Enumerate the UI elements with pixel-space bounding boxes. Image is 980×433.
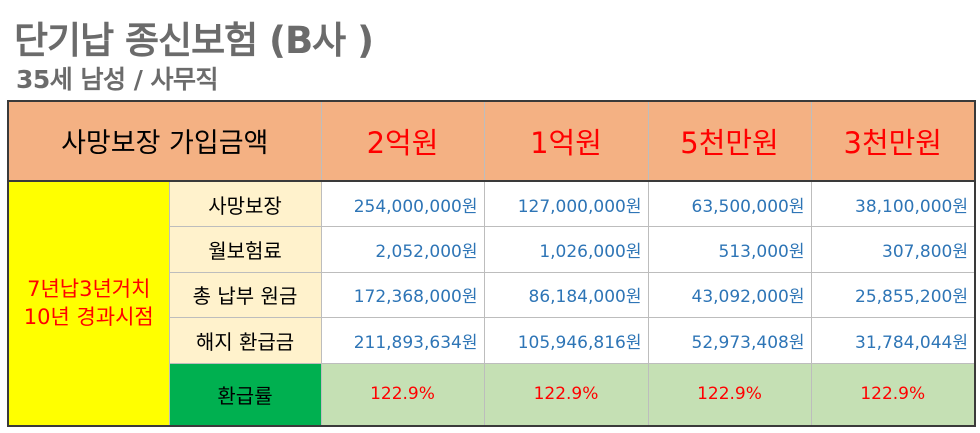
table-cell: 122.9% [483, 362, 649, 427]
table-cell: 1,026,000원 [483, 226, 649, 273]
table-cell: 122.9% [647, 362, 812, 427]
table-cell: 86,184,000원 [483, 271, 649, 319]
column-header-1eok: 1억원 [483, 100, 649, 182]
table-row-total-paid: 총 납부 원금 172,368,000원 86,184,000원 43,092,… [8, 271, 976, 319]
row-label: 환급률 [168, 362, 322, 427]
header-label: 사망보장 가입금액 [7, 100, 322, 182]
table-cell: 2,052,000원 [320, 226, 485, 273]
table-cell: 211,893,634원 [320, 317, 485, 364]
table-cell: 254,000,000원 [320, 180, 485, 228]
period-label: 7년납3년거치 10년 경과시점 [7, 180, 170, 427]
table-cell: 43,092,000원 [647, 271, 812, 319]
row-label: 월보험료 [168, 226, 322, 273]
table-cell: 127,000,000원 [483, 180, 649, 228]
table-row-death-benefit: 7년납3년거치 10년 경과시점 사망보장 254,000,000원 127,0… [7, 180, 976, 427]
page-subtitle: 35세 남성 / 사무직 [16, 65, 219, 94]
table-cell: 513,000원 [647, 226, 812, 273]
period-label-line1: 7년납3년거치 [27, 277, 151, 302]
table-cell: 25,855,200원 [810, 271, 976, 319]
page-title: 단기납 종신보험 (B사 ) [14, 19, 374, 62]
row-label: 사망보장 [168, 180, 322, 228]
column-header-5cheonman: 5천만원 [647, 100, 812, 182]
table-cell: 105,946,816원 [483, 317, 649, 364]
table-cell: 122.9% [810, 362, 976, 427]
table-cell: 172,368,000원 [320, 271, 485, 319]
row-label: 총 납부 원금 [168, 271, 322, 319]
table-cell: 52,973,408원 [647, 317, 812, 364]
table-cell: 63,500,000원 [647, 180, 812, 228]
table-cell: 307,800원 [810, 226, 976, 273]
column-header-2eok: 2억원 [320, 100, 485, 182]
table-row-surrender-value: 해지 환급금 211,893,634원 105,946,816원 52,973,… [8, 317, 976, 364]
table-row-monthly-premium: 월보험료 2,052,000원 1,026,000원 513,000원 307,… [8, 226, 976, 273]
column-header-3cheonman: 3천만원 [810, 100, 976, 182]
period-label-line2: 10년 경과시점 [23, 305, 154, 330]
table-cell: 38,100,000원 [810, 180, 976, 228]
table-cell: 31,784,044원 [810, 317, 976, 364]
comparison-table: 사망보장 가입금액 2억원 1억원 5천만원 3천만원 7년납3년거치 10년 … [7, 100, 976, 427]
table-row-refund-rate: 환급률 122.9% 122.9% 122.9% 122.9% [8, 362, 976, 427]
table-cell: 122.9% [320, 362, 485, 427]
row-label: 해지 환급금 [168, 317, 322, 364]
header-row: 사망보장 가입금액 2억원 1억원 5천만원 3천만원 [7, 100, 976, 182]
